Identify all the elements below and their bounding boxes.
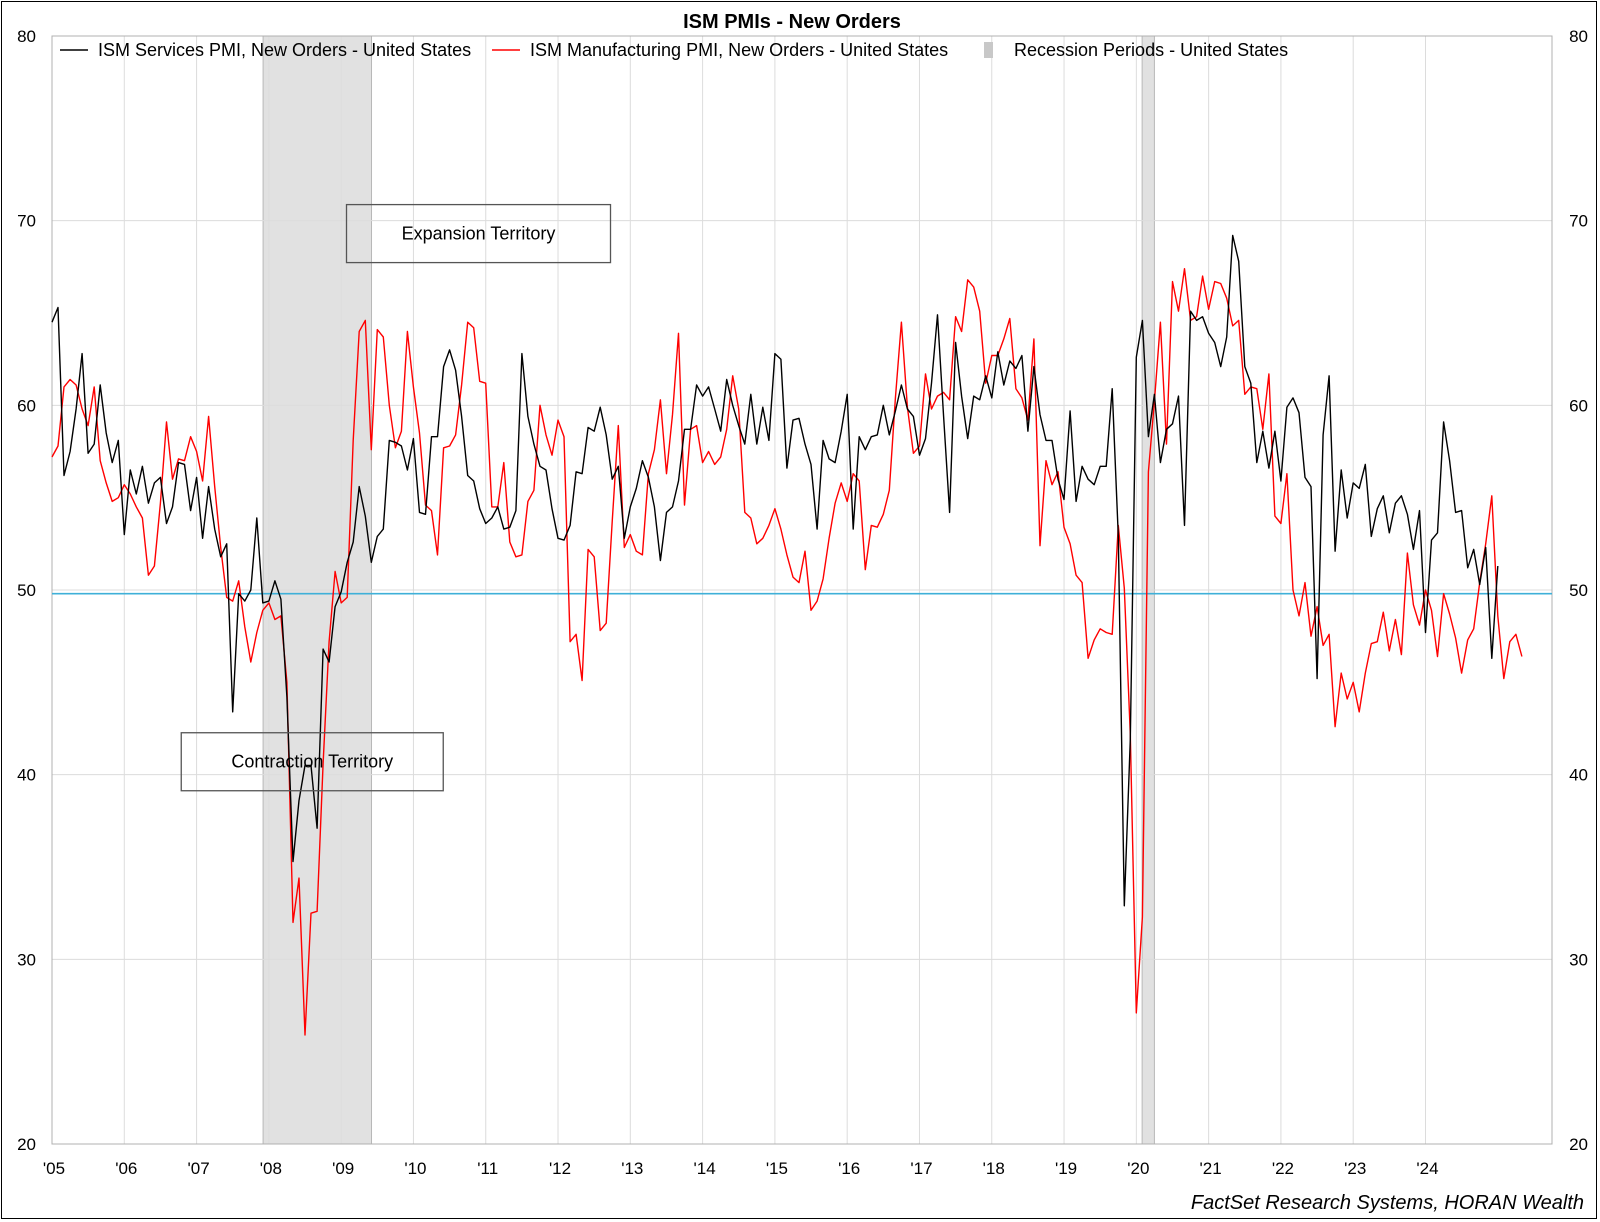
x-tick-13: '18 bbox=[983, 1159, 1005, 1178]
legend-label-1: ISM Manufacturing PMI, New Orders - Unit… bbox=[530, 40, 948, 60]
expansion-territory-label: Expansion Territory bbox=[402, 224, 556, 244]
y-tick-left-40: 40 bbox=[17, 766, 36, 785]
y-tick-right-70: 70 bbox=[1569, 212, 1588, 231]
y-tick-right-80: 80 bbox=[1569, 27, 1588, 46]
plot-area-border bbox=[51, 35, 1553, 1145]
legend-item-0: ISM Services PMI, New Orders - United St… bbox=[60, 40, 471, 60]
x-tick-8: '13 bbox=[621, 1159, 643, 1178]
y-tick-left-70: 70 bbox=[17, 212, 36, 231]
y-tick-right-40: 40 bbox=[1569, 766, 1588, 785]
annotation-1: Contraction Territory bbox=[180, 732, 444, 792]
y-tick-left-20: 20 bbox=[17, 1135, 36, 1154]
x-tick-7: '12 bbox=[549, 1159, 571, 1178]
contraction-territory-label: Contraction Territory bbox=[231, 752, 393, 772]
y-tick-left-50: 50 bbox=[17, 581, 36, 600]
x-tick-6: '11 bbox=[477, 1159, 498, 1178]
legend: ISM Services PMI, New Orders - United St… bbox=[60, 40, 1288, 60]
x-tick-12: '17 bbox=[910, 1159, 932, 1178]
x-tick-9: '14 bbox=[694, 1159, 716, 1178]
x-tick-15: '20 bbox=[1127, 1159, 1149, 1178]
y-axis-right-ticks: 20 30 40 50 60 70 80 bbox=[1569, 27, 1588, 1154]
legend-swatch-2 bbox=[984, 42, 993, 58]
x-tick-4: '09 bbox=[332, 1159, 354, 1178]
legend-item-2: Recession Periods - United States bbox=[984, 40, 1288, 60]
x-tick-10: '15 bbox=[766, 1159, 788, 1178]
x-tick-19: '24 bbox=[1416, 1159, 1438, 1178]
x-tick-14: '19 bbox=[1055, 1159, 1077, 1178]
annotation-boxes: Expansion Territory Contraction Territory bbox=[180, 203, 612, 792]
source-note: FactSet Research Systems, HORAN Wealth bbox=[1191, 1192, 1584, 1214]
x-tick-17: '22 bbox=[1272, 1159, 1294, 1178]
x-axis-ticks: '05 '06 '07 '08 '09 '10 '11 '12 '13 '14 '15 '16 '17 '… bbox=[43, 1159, 1439, 1178]
y-tick-left-60: 60 bbox=[17, 396, 36, 415]
legend-label-0: ISM Services PMI, New Orders - United St… bbox=[98, 40, 471, 60]
x-tick-5: '10 bbox=[404, 1159, 426, 1178]
x-gridlines bbox=[51, 36, 1553, 1144]
x-tick-16: '21 bbox=[1200, 1159, 1222, 1178]
annotation-0: Expansion Territory bbox=[345, 203, 612, 264]
data-series bbox=[51, 234, 1523, 1036]
x-tick-1: '06 bbox=[115, 1159, 137, 1178]
x-tick-2: '07 bbox=[188, 1159, 210, 1178]
x-tick-18: '23 bbox=[1344, 1159, 1366, 1178]
x-tick-11: '16 bbox=[838, 1159, 860, 1178]
x-tick-3: '08 bbox=[260, 1159, 282, 1178]
y-tick-right-30: 30 bbox=[1569, 950, 1588, 969]
y-tick-left-80: 80 bbox=[17, 27, 36, 46]
annotation-box-0 bbox=[345, 203, 612, 264]
legend-label-2: Recession Periods - United States bbox=[1014, 40, 1288, 60]
chart-title: ISM PMIs - New Orders bbox=[683, 11, 901, 33]
services-new-orders-line bbox=[51, 234, 1499, 907]
y-tick-right-20: 20 bbox=[1569, 1135, 1588, 1154]
annotation-box-1 bbox=[180, 732, 444, 792]
y-tick-right-60: 60 bbox=[1569, 396, 1588, 415]
manufacturing-new-orders-line bbox=[51, 268, 1523, 1036]
y-tick-right-50: 50 bbox=[1569, 581, 1588, 600]
y-tick-left-30: 30 bbox=[17, 950, 36, 969]
y-axis-left-ticks: 20 30 40 50 60 70 80 bbox=[17, 27, 36, 1154]
x-tick-0: '05 bbox=[43, 1159, 65, 1178]
legend-item-1: ISM Manufacturing PMI, New Orders - Unit… bbox=[492, 40, 948, 60]
